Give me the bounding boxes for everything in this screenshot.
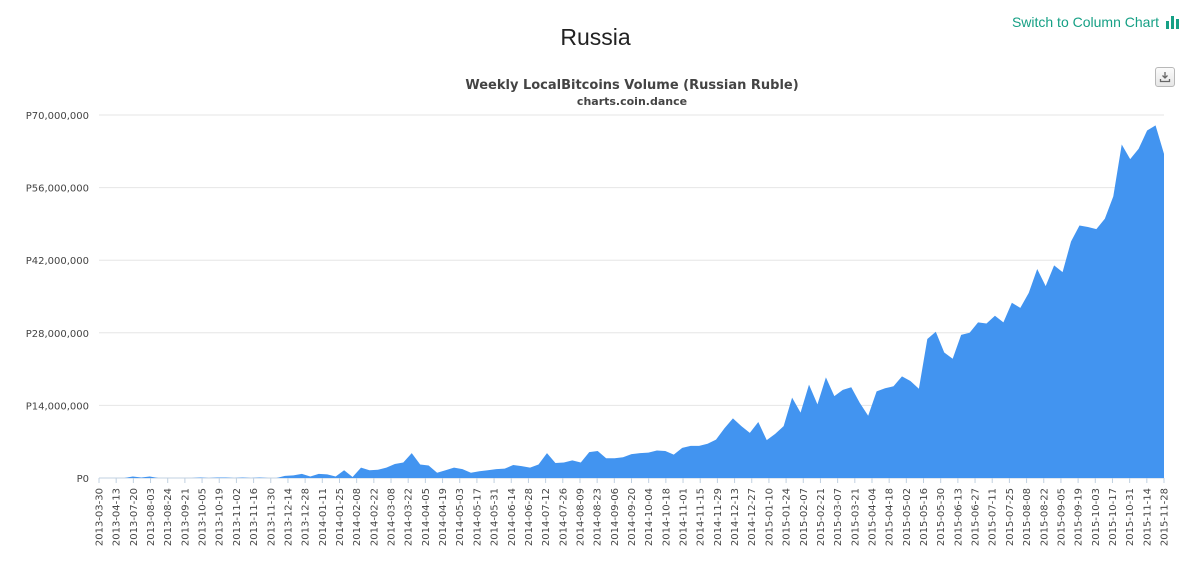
x-tick-label: 2013-09-21 [180, 488, 191, 546]
x-tick-label: 2015-05-30 [936, 488, 947, 546]
x-tick-label: 2015-01-24 [782, 488, 793, 546]
x-tick-label: 2014-12-27 [747, 488, 758, 546]
x-tick-label: 2013-11-02 [232, 488, 243, 546]
chart-title: Weekly LocalBitcoins Volume (Russian Rub… [465, 78, 798, 93]
x-tick-label: 2014-06-28 [524, 488, 535, 546]
x-tick-label: 2014-04-19 [438, 488, 449, 546]
export-button[interactable] [1155, 67, 1175, 87]
x-tick-label: 2014-10-18 [661, 488, 672, 546]
x-tick-label: 2015-04-04 [867, 488, 878, 546]
y-tick-label: P42,000,000 [26, 256, 89, 267]
x-axis: 2013-03-30 2013-04-13 2013-07-20 2013-08-03… [95, 478, 1171, 546]
x-tick-label: 2015-09-19 [1074, 488, 1085, 546]
y-tick-label: P56,000,000 [26, 184, 89, 195]
x-tick-label: 2014-06-14 [507, 488, 518, 546]
x-tick-label: 2013-12-14 [283, 488, 294, 546]
switch-link-label: Switch to Column Chart [1011, 14, 1159, 30]
x-tick-label: 2015-02-07 [799, 488, 810, 546]
x-tick-label: 2015-02-21 [816, 488, 827, 546]
x-tick-label: 2014-10-04 [644, 488, 655, 546]
x-tick-label: 2013-10-19 [215, 488, 226, 546]
x-tick-label: 2014-09-06 [610, 488, 621, 546]
x-tick-label: 2015-08-22 [1039, 488, 1050, 546]
x-tick-label: 2014-05-17 [472, 488, 483, 546]
switch-to-column-chart-link[interactable]: Switch to Column Chart [1012, 14, 1181, 30]
x-tick-label: 2014-05-31 [490, 488, 501, 546]
x-tick-label: 2014-01-11 [318, 488, 329, 546]
x-tick-label: 2015-10-17 [1108, 488, 1119, 546]
x-tick-label: 2015-07-25 [1005, 488, 1016, 546]
x-tick-label: 2014-03-22 [404, 488, 415, 546]
x-tick-label: 2015-06-13 [953, 488, 964, 546]
x-tick-label: 2014-02-08 [352, 488, 363, 546]
x-tick-label: 2014-01-25 [335, 488, 346, 546]
x-tick-label: 2013-11-30 [266, 488, 277, 546]
y-tick-label: P70,000,000 [26, 111, 89, 122]
x-tick-label: 2015-04-18 [885, 488, 896, 546]
y-tick-label: P28,000,000 [26, 329, 89, 340]
x-tick-label: 2014-07-12 [541, 488, 552, 546]
y-tick-label: P0 [77, 474, 89, 485]
x-tick-label: 2015-03-21 [850, 488, 861, 546]
x-tick-label: 2014-09-20 [627, 488, 638, 546]
x-tick-label: 2013-04-13 [112, 488, 123, 546]
x-tick-label: 2015-06-27 [971, 488, 982, 546]
x-tick-label: 2015-08-08 [1022, 488, 1033, 546]
x-tick-label: 2015-03-07 [833, 488, 844, 546]
x-tick-label: 2013-03-30 [95, 488, 106, 546]
x-tick-label: 2015-10-03 [1091, 488, 1102, 546]
bar-chart-icon [1165, 15, 1181, 29]
x-tick-label: 2015-05-02 [902, 488, 913, 546]
x-tick-label: 2014-11-01 [679, 488, 690, 546]
x-tick-label: 2013-10-05 [198, 488, 209, 546]
x-tick-label: 2014-08-23 [593, 488, 604, 546]
x-tick-label: 2014-04-05 [421, 488, 432, 546]
x-tick-label: 2014-11-15 [696, 488, 707, 546]
x-tick-label: 2014-02-22 [369, 488, 380, 546]
x-tick-label: 2015-07-11 [988, 488, 999, 546]
x-tick-label: 2014-08-09 [575, 488, 586, 546]
volume-area-series [99, 125, 1164, 479]
x-tick-label: 2015-09-05 [1056, 488, 1067, 546]
x-tick-label: 2015-01-10 [764, 488, 775, 546]
x-tick-label: 2014-11-29 [713, 488, 724, 546]
chart-subtitle: charts.coin.dance [577, 95, 687, 108]
x-tick-label: 2014-03-08 [387, 488, 398, 546]
x-tick-label: 2015-11-14 [1142, 488, 1153, 546]
x-tick-label: 2013-07-20 [129, 488, 140, 546]
x-tick-label: 2013-08-03 [146, 488, 157, 546]
x-tick-label: 2013-11-16 [249, 488, 260, 546]
x-tick-label: 2015-11-28 [1160, 488, 1171, 546]
x-tick-label: 2014-12-13 [730, 488, 741, 546]
x-tick-label: 2014-05-03 [455, 488, 466, 546]
page-title: Russia [560, 24, 631, 50]
y-axis: P0 P14,000,000 P28,000,000 P42,000,000 P56,0… [26, 111, 89, 485]
download-icon [1159, 72, 1171, 83]
x-tick-label: 2015-05-16 [919, 488, 930, 546]
x-tick-label: 2014-07-26 [558, 488, 569, 546]
x-tick-label: 2015-10-31 [1125, 488, 1136, 546]
y-tick-label: P14,000,000 [26, 401, 89, 412]
x-tick-label: 2013-08-24 [163, 488, 174, 546]
x-tick-label: 2013-12-28 [301, 488, 312, 546]
